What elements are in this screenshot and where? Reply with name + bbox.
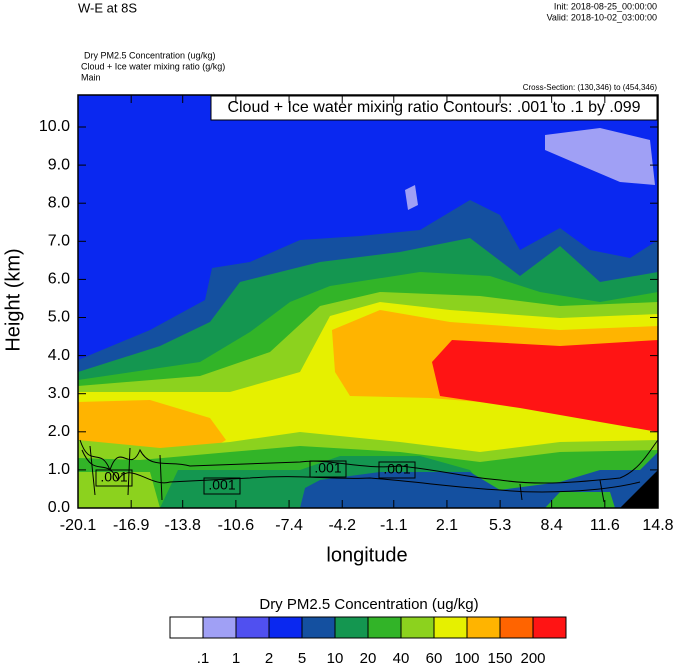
x-tick-label: 5.3	[489, 517, 511, 534]
colorbar-label: .1	[197, 650, 210, 667]
x-tick-label: 11.6	[590, 517, 620, 534]
x-tick-label: -10.6	[218, 517, 255, 534]
contour-fill	[432, 340, 658, 432]
colorbar-box	[466, 616, 501, 639]
contour-note-box	[210, 95, 658, 121]
y-tick-label: 1.0	[48, 461, 70, 478]
cross-section: Cross-Section: (130,346) to (454,346)	[523, 83, 658, 92]
y-tick-label: 3.0	[48, 385, 70, 402]
x-tick-label: 14.8	[642, 517, 673, 534]
contour-label-box	[203, 477, 241, 495]
colorbar-box	[169, 616, 204, 639]
contour-fill	[405, 185, 418, 210]
field-label: Main	[81, 72, 101, 82]
contour-note: Cloud + Ice water mixing ratio Contours:…	[227, 99, 640, 116]
colorbar-label: 60	[426, 650, 443, 667]
y-tick-label: 5.0	[48, 309, 70, 326]
y-tick-label: 2.0	[48, 423, 70, 440]
colorbar-box	[334, 616, 369, 639]
y-axis-label: Height (km)	[2, 248, 24, 351]
colorbar-box	[367, 616, 402, 639]
colorbar-box	[301, 616, 336, 639]
colorbar-box	[499, 616, 534, 639]
valid-time: Valid: 2018-10-02_03:00:00	[547, 12, 657, 22]
colorbar-label: 20	[360, 650, 377, 667]
contour-label: .001	[314, 460, 341, 476]
contour-label-box	[309, 460, 347, 478]
missing-data	[620, 470, 658, 508]
contour-label-box	[95, 469, 133, 487]
y-tick-label: 0.0	[48, 499, 70, 516]
contour-label: .001	[100, 469, 127, 485]
cloud-contour	[81, 449, 641, 493]
x-tick-label: -1.1	[380, 517, 408, 534]
field-label: Dry PM2.5 Concentration (ug/kg)	[84, 50, 216, 60]
contour-fill	[78, 400, 226, 456]
x-axis-label: longitude	[326, 544, 407, 566]
colorbar-box	[532, 616, 567, 639]
x-tick-label: -20.1	[60, 517, 97, 534]
chart-title: W-E at 8S	[78, 0, 137, 15]
field-label: Cloud + Ice water mixing ratio (g/kg)	[81, 61, 225, 71]
contour-fill	[78, 472, 160, 508]
x-tick-label: 8.4	[541, 517, 563, 534]
colorbar-box	[400, 616, 435, 639]
x-tick-label: 2.1	[436, 517, 458, 534]
contour-label: .001	[383, 461, 410, 477]
colorbar-label: 150	[487, 650, 512, 667]
colorbar-label: 10	[327, 650, 344, 667]
y-tick-label: 8.0	[48, 194, 70, 211]
cloud-contour	[89, 445, 605, 503]
contour-label: .001	[208, 477, 235, 493]
contour-fill	[545, 128, 655, 185]
plot-area: .001 .001 .001 .001	[78, 95, 659, 508]
colorbar-label: 2	[265, 650, 273, 667]
x-tick-label: -16.9	[113, 517, 150, 534]
x-tick-label: -13.8	[164, 517, 201, 534]
contour-fill	[545, 492, 615, 508]
x-tick-label: -7.4	[275, 517, 303, 534]
plot-frame	[77, 94, 659, 509]
colorbar-title: Dry PM2.5 Concentration (ug/kg)	[259, 596, 478, 613]
colorbar-label: 100	[454, 650, 479, 667]
y-tick-label: 4.0	[48, 347, 70, 364]
contour-label-box	[378, 461, 416, 479]
colorbar-label: 200	[520, 650, 545, 667]
y-tick-label: 7.0	[48, 233, 70, 250]
init-time: Init: 2018-08-25_00:00:00	[554, 1, 657, 11]
colorbar-label: 40	[393, 650, 410, 667]
y-tick-label: 10.0	[39, 118, 70, 135]
colorbar-box	[268, 616, 303, 639]
colorbar-label: 5	[298, 650, 306, 667]
y-tick-label: 9.0	[48, 156, 70, 173]
colorbar-box	[235, 616, 270, 639]
colorbar-box	[202, 616, 237, 639]
colorbar-label: 1	[232, 650, 240, 667]
y-tick-label: 6.0	[48, 271, 70, 288]
colorbar-box	[433, 616, 468, 639]
x-tick-label: -4.2	[328, 517, 356, 534]
